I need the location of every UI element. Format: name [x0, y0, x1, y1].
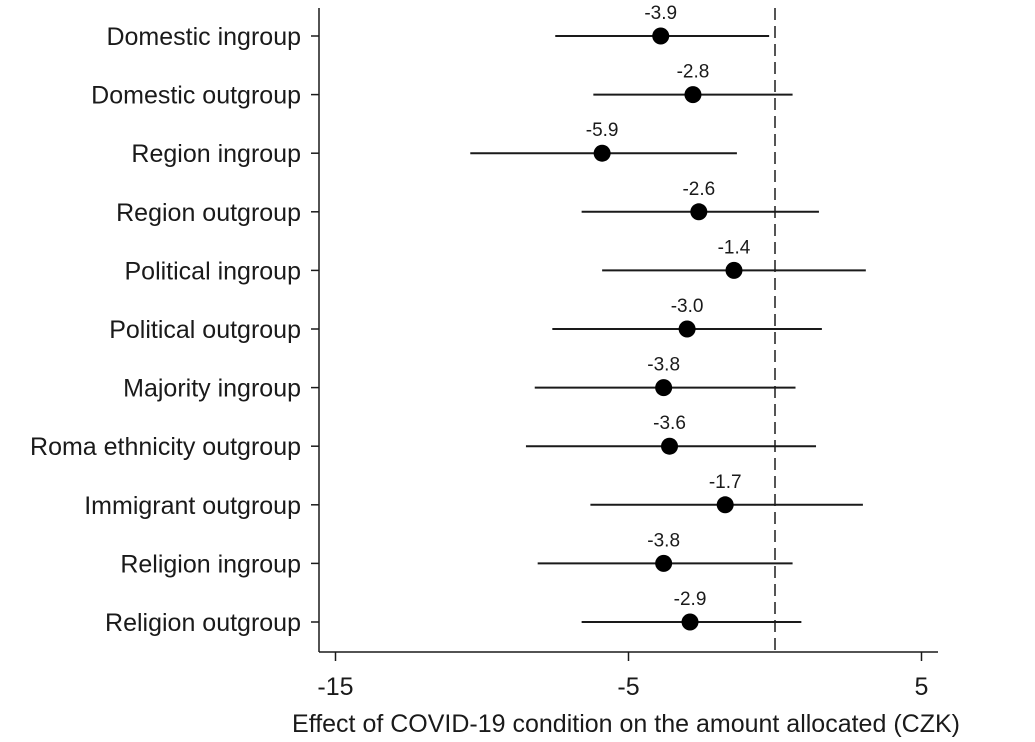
- estimate-label: -5.9: [586, 120, 619, 141]
- estimate-point: [678, 320, 696, 338]
- estimate-point: [655, 554, 673, 572]
- estimate-point: [684, 86, 702, 104]
- estimate-label: -2.9: [674, 589, 707, 610]
- category-label: Religion outgroup: [105, 609, 301, 637]
- category-label: Domestic outgroup: [91, 82, 301, 110]
- estimate-label: -3.0: [671, 296, 704, 317]
- x-tick-label: -15: [317, 673, 353, 701]
- estimate-label: -1.4: [718, 237, 751, 258]
- category-label: Region ingroup: [131, 140, 301, 168]
- category-labels: Domestic ingroup Domestic outgroup Region …: [30, 23, 301, 637]
- estimate-point: [652, 27, 670, 45]
- estimate-label: -3.6: [653, 413, 686, 434]
- x-axis-title: Effect of COVID-19 condition on the amou…: [292, 710, 960, 738]
- estimate-point: [725, 261, 743, 279]
- estimate-point: [716, 496, 734, 514]
- y-axis-ticks: [311, 35, 319, 623]
- category-label: Roma ethnicity outgroup: [30, 433, 301, 461]
- category-label: Religion ingroup: [120, 550, 301, 578]
- x-axis-ticks: -15 -5 5: [317, 652, 928, 701]
- x-tick-label: 5: [915, 673, 929, 701]
- category-label: Political ingroup: [125, 257, 302, 285]
- estimate-point: [690, 203, 708, 221]
- estimate-label: -1.7: [709, 472, 742, 493]
- category-label: Majority ingroup: [123, 375, 301, 403]
- estimate-point: [661, 437, 679, 455]
- x-tick-label: -5: [617, 673, 639, 701]
- estimate-label: -2.8: [677, 62, 710, 83]
- estimate-label: -3.8: [647, 530, 680, 551]
- estimate-point: [681, 613, 699, 631]
- category-label: Political outgroup: [109, 316, 301, 344]
- category-label: Domestic ingroup: [106, 23, 301, 51]
- estimate-label: -3.9: [644, 3, 677, 24]
- estimate-series: -3.9 -2.8 -5.9 -2.6 -1.4 -3.0 -3.8 -3.6 -1.7 -3.8…: [470, 3, 866, 631]
- estimate-point: [593, 144, 611, 162]
- estimate-label: -2.6: [682, 179, 715, 200]
- estimate-label: -3.8: [647, 355, 680, 376]
- category-label: Region outgroup: [116, 199, 301, 227]
- estimate-point: [655, 379, 673, 397]
- category-label: Immigrant outgroup: [84, 492, 301, 520]
